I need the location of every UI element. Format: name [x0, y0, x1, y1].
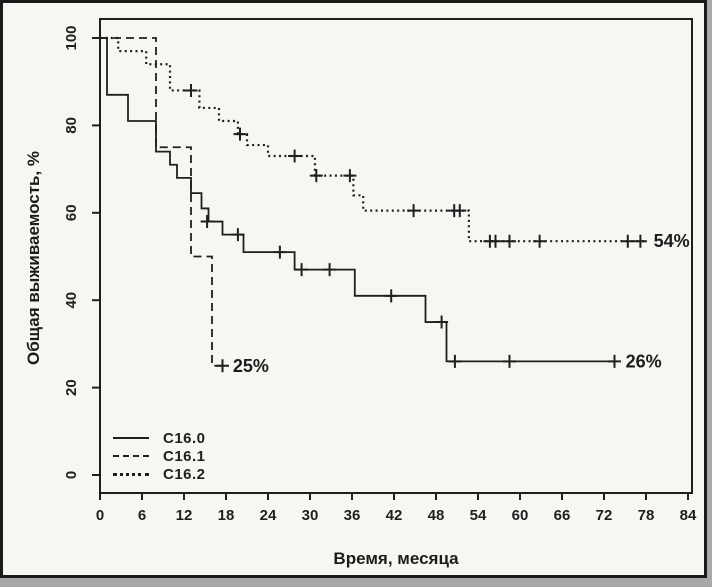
censor-mark-C16.2	[533, 234, 547, 248]
censor-mark-C16.2	[453, 204, 467, 218]
series-C16.0-curve	[100, 37, 617, 363]
x-tick-label: 36	[344, 507, 361, 524]
series-C16.2-curve	[100, 36, 645, 243]
censor-mark-C16.2	[503, 234, 516, 248]
legend-label: C16.2	[163, 465, 206, 483]
censor-mark-C16.0	[231, 228, 245, 242]
x-tick-label: 24	[260, 507, 277, 524]
end-label-C16.2: 54%	[654, 231, 690, 251]
x-tick-label: 78	[638, 507, 655, 524]
legend-dashed-line-icon	[113, 455, 149, 457]
x-tick-label: 66	[554, 507, 571, 524]
censor-mark-C16.1	[216, 359, 229, 373]
legend-dotted-line-icon	[113, 472, 149, 476]
legend-solid-line-icon	[113, 437, 149, 439]
censor-mark-C16.0	[384, 289, 398, 303]
censor-mark-C16.2	[621, 234, 635, 248]
censor-mark-C16.0	[200, 215, 214, 229]
x-tick-label: 72	[596, 507, 613, 524]
censor-mark-C16.2	[489, 234, 502, 248]
legend-label: C16.1	[163, 447, 206, 465]
censor-mark-C16.2	[184, 83, 198, 97]
censor-mark-C16.0	[503, 354, 516, 368]
survival-chart-canvas: 0 6 12 18 24 30 36 42 48 54 60 66 72 78 84 0 20 40 60 80 100…	[63, 18, 697, 524]
censor-mark-C16.0	[273, 245, 287, 259]
x-tick-label: 54	[470, 507, 487, 524]
censor-mark-C16.2	[407, 204, 421, 218]
y-tick-label: 60	[63, 204, 80, 221]
x-tick-label: 0	[96, 507, 104, 524]
x-tick-label: 30	[302, 507, 319, 524]
x-tick-label: 48	[428, 507, 445, 524]
end-label-C16.0: 26%	[626, 351, 662, 371]
y-tick-label: 20	[63, 379, 80, 396]
x-tick-label: 6	[138, 507, 146, 524]
scanned-figure-frame: 0 6 12 18 24 30 36 42 48 54 60 66 72 78 84 0 20 40 60 80 100…	[0, 0, 707, 578]
series-C16.1-curve	[100, 37, 224, 367]
x-tick-label: 42	[386, 507, 403, 524]
censor-mark-C16.0	[608, 354, 621, 368]
y-tick-label: 100	[63, 25, 80, 50]
censor-mark-C16.0	[448, 354, 462, 368]
x-axis-title: Время, месяца	[333, 549, 459, 568]
y-tick-label: 40	[63, 292, 80, 309]
censor-mark-C16.0	[435, 315, 449, 329]
legend-item-c16-2: C16.2	[113, 465, 206, 483]
y-tick-label: 0	[63, 471, 80, 479]
legend-item-c16-1: C16.1	[113, 447, 206, 465]
end-label-C16.1: 25%	[233, 356, 269, 376]
censor-mark-C16.0	[323, 263, 337, 277]
x-tick-label: 84	[680, 507, 697, 524]
censor-mark-C16.2	[343, 169, 357, 183]
plot-box	[99, 18, 693, 494]
x-tick-label: 18	[218, 507, 235, 524]
censor-mark-C16.2	[309, 169, 323, 183]
censor-mark-C16.2	[288, 149, 302, 163]
x-tick-label: 12	[176, 507, 193, 524]
legend-label: C16.0	[163, 429, 206, 447]
legend-item-c16-0: C16.0	[113, 429, 206, 447]
y-axis-title: Общая выживаемость, %	[24, 150, 43, 366]
x-tick-label: 60	[512, 507, 529, 524]
censor-mark-C16.2	[233, 127, 247, 141]
censor-mark-C16.2	[633, 234, 647, 248]
legend: C16.0 C16.1 C16.2	[113, 429, 206, 483]
y-tick-label: 80	[63, 117, 80, 134]
censor-mark-C16.0	[295, 263, 309, 277]
